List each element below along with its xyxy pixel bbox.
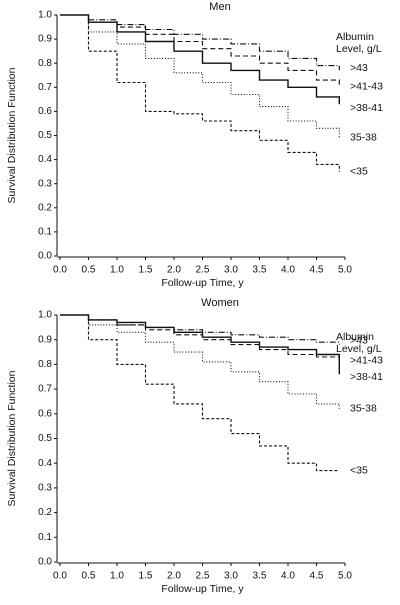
y-tick-label: 1.0 — [38, 10, 52, 21]
y-tick-label: 0.2 — [38, 507, 52, 518]
legend-title: Level, g/L — [336, 43, 382, 55]
x-axis-label: Follow-up Time, y — [161, 583, 244, 595]
y-tick-label: 0.1 — [38, 532, 52, 543]
x-tick-label: 3.5 — [253, 571, 267, 582]
legend-label: <35 — [350, 464, 368, 476]
x-tick-label: 4.0 — [281, 571, 295, 582]
legend-title: Albumin — [336, 331, 374, 343]
y-axis-label: Survival Distribution Function — [6, 370, 18, 506]
survival-curve — [60, 14, 340, 138]
x-tick-label: 2.0 — [167, 265, 181, 276]
survival-curve — [60, 14, 340, 85]
legend-title: Albumin — [336, 31, 374, 43]
legend-label: >38-41 — [350, 371, 383, 383]
y-tick-label: 0.9 — [38, 334, 52, 345]
y-tick-label: 0.5 — [38, 433, 52, 444]
legend-label: >41-43 — [350, 81, 383, 93]
x-tick-label: 4.5 — [310, 571, 324, 582]
chart-title: Men — [209, 1, 230, 13]
x-tick-label: 3.5 — [253, 265, 267, 276]
y-tick-label: 0.4 — [38, 154, 52, 165]
y-tick-label: 0.4 — [38, 458, 52, 469]
y-tick-label: 0.6 — [38, 408, 52, 419]
y-tick-label: 0.0 — [38, 557, 52, 568]
survival-curve — [60, 314, 340, 409]
x-tick-label: 2.0 — [167, 571, 181, 582]
y-tick-label: 0.8 — [38, 58, 52, 69]
legend-label: >38-41 — [350, 102, 383, 114]
y-tick-label: 1.0 — [38, 310, 52, 321]
x-axis-label: Follow-up Time, y — [161, 277, 244, 289]
x-tick-label: 1.5 — [139, 571, 153, 582]
survival-curve — [60, 314, 340, 375]
x-tick-label: 3.0 — [224, 571, 238, 582]
x-tick-label: 0.0 — [53, 571, 67, 582]
y-tick-label: 0.1 — [38, 227, 52, 238]
y-tick-label: 0.8 — [38, 359, 52, 370]
survival-curve — [60, 14, 340, 71]
legend-label: 35-38 — [350, 132, 377, 144]
y-tick-label: 0.2 — [38, 202, 52, 213]
x-tick-label: 2.5 — [196, 571, 210, 582]
survival-curve — [60, 314, 340, 472]
y-tick-label: 0.3 — [38, 178, 52, 189]
survival-curve — [60, 14, 340, 105]
chart-title: Women — [201, 297, 239, 309]
y-axis-label: Survival Distribution Function — [6, 67, 18, 203]
y-tick-label: 0.7 — [38, 384, 52, 395]
legend-label: <35 — [350, 165, 368, 177]
x-tick-label: 5.0 — [338, 571, 352, 582]
y-tick-label: 0.6 — [38, 106, 52, 117]
legend-label: 35-38 — [350, 403, 377, 415]
x-tick-label: 3.0 — [224, 265, 238, 276]
y-tick-label: 0.7 — [38, 82, 52, 93]
survival-curve — [60, 314, 340, 362]
legend-label: >43 — [350, 62, 368, 74]
x-tick-label: 0.0 — [53, 265, 67, 276]
x-tick-label: 4.0 — [281, 265, 295, 276]
x-tick-label: 1.5 — [139, 265, 153, 276]
y-tick-label: 0.5 — [38, 130, 52, 141]
x-tick-label: 4.5 — [310, 265, 324, 276]
legend-title: Level, g/L — [336, 343, 382, 355]
x-tick-label: 1.0 — [110, 265, 124, 276]
x-tick-label: 2.5 — [196, 265, 210, 276]
legend-label: >43 — [350, 334, 368, 346]
x-tick-label: 1.0 — [110, 571, 124, 582]
legend-label: >41-43 — [350, 355, 383, 367]
y-tick-label: 0.0 — [38, 251, 52, 262]
x-tick-label: 5.0 — [338, 265, 352, 276]
survival-curve — [60, 14, 340, 172]
y-tick-label: 0.3 — [38, 483, 52, 494]
y-tick-label: 0.9 — [38, 34, 52, 45]
x-tick-label: 0.5 — [82, 571, 96, 582]
x-tick-label: 0.5 — [82, 265, 96, 276]
